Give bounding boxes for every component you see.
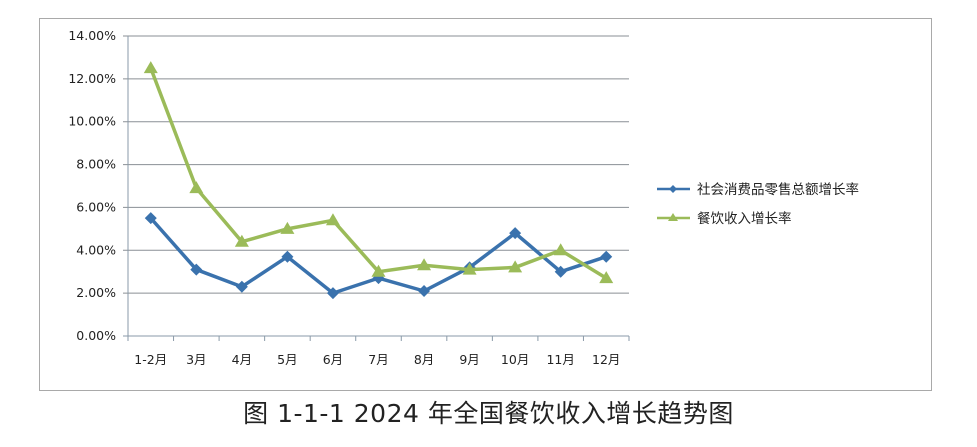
x-tick-label: 10月 [501,352,529,367]
y-tick-label: 6.00% [76,199,116,214]
y-tick-label: 2.00% [76,285,116,300]
triangle-marker-icon [508,260,523,273]
legend-label: 社会消费品零售总额增长率 [697,181,859,198]
diamond-marker-icon [554,265,567,278]
triangle-marker-icon [417,258,432,271]
figure-caption: 图 1-1-1 2024 年全国餐饮收入增长趋势图 [243,399,734,428]
x-tick-label: 8月 [414,352,434,367]
y-tick-label: 0.00% [76,328,116,343]
series-2 [143,61,614,284]
x-tick-label: 1-2月 [134,352,167,367]
x-tick-label: 7月 [368,352,388,367]
series-line [149,67,608,280]
diamond-marker-icon [235,280,248,293]
x-tick-label: 6月 [323,352,343,367]
legend-diamond-icon [669,185,677,193]
triangle-marker-icon [280,221,295,234]
y-tick-label: 12.00% [68,71,116,86]
x-tick-label: 5月 [277,352,297,367]
x-tick-label: 9月 [459,352,479,367]
chart-frame [39,18,932,391]
y-tick-label: 14.00% [68,28,116,43]
triangle-marker-icon [325,213,340,226]
diamond-marker-icon [144,212,157,225]
diamond-marker-icon [190,263,203,276]
y-tick-label: 4.00% [76,242,116,257]
triangle-marker-icon [599,271,614,284]
triangle-marker-icon [553,243,568,256]
legend-label: 餐饮收入增长率 [697,210,792,227]
diamond-marker-icon [509,227,522,240]
x-tick-label: 4月 [232,352,252,367]
triangle-marker-icon [189,181,204,194]
y-tick-label: 10.00% [68,114,116,129]
triangle-marker-icon [143,61,158,74]
triangle-marker-icon [234,234,249,247]
diamond-marker-icon [281,250,294,263]
triangle-marker-icon [462,262,477,275]
x-tick-label: 11月 [546,352,574,367]
x-tick-label: 12月 [592,352,620,367]
y-tick-label: 8.00% [76,157,116,172]
triangle-marker-icon [371,264,386,277]
x-tick-label: 3月 [186,352,206,367]
diamond-marker-icon [418,285,431,297]
diamond-marker-icon [600,250,613,263]
legend-triangle-icon [668,213,678,221]
diamond-marker-icon [326,287,339,300]
